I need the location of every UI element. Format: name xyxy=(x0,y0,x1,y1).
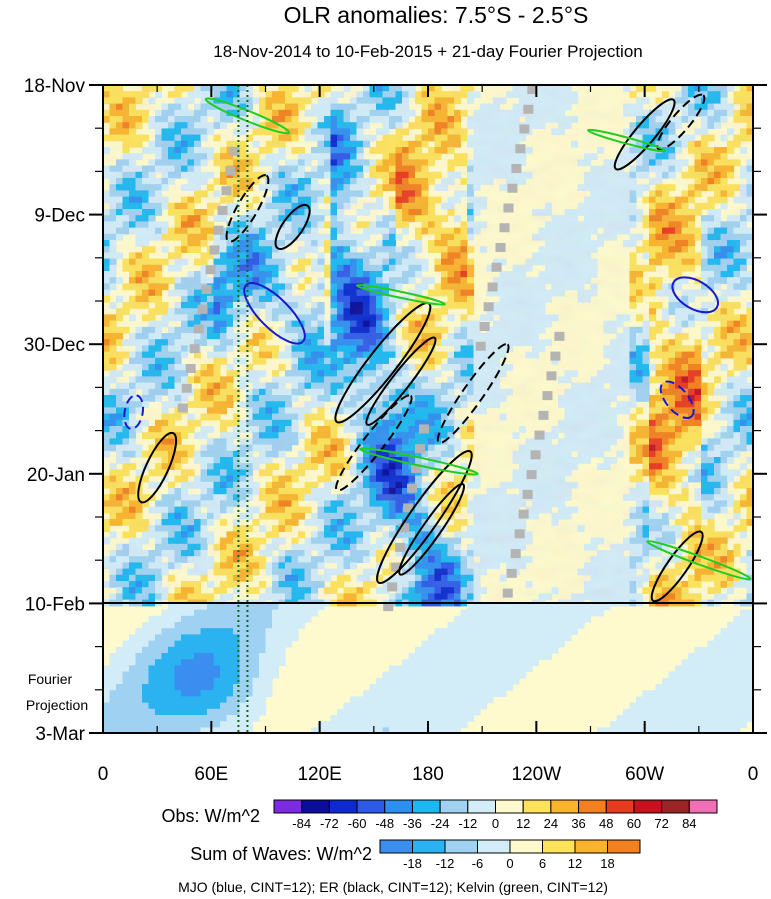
chart-subtitle: 18-Nov-2014 to 10-Feb-2015 + 21-day Four… xyxy=(213,42,643,61)
chart-title: OLR anomalies: 7.5°S - 2.5°S xyxy=(284,2,589,28)
plot-area xyxy=(103,85,753,733)
